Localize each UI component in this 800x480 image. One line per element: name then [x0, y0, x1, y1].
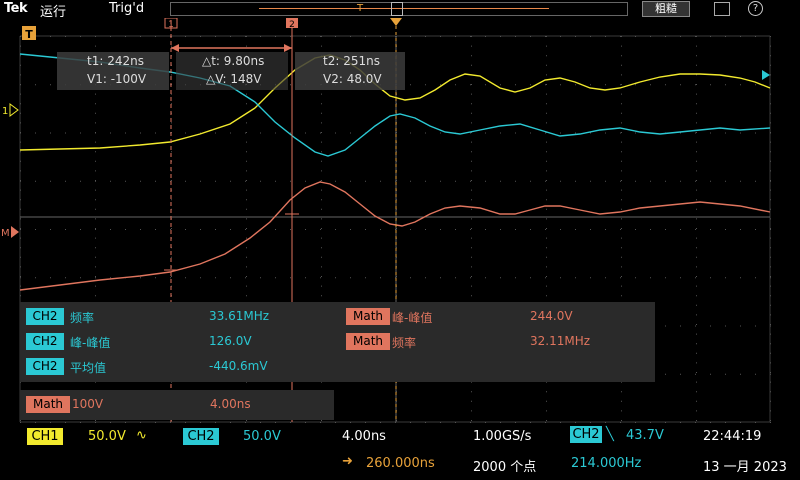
trigger-marker-box[interactable]: [22, 26, 36, 40]
math-meas-value: 244.0V: [530, 309, 573, 323]
cursor-delta-voltage: △V: 148V: [206, 72, 262, 86]
cursor-a-time: t1: 242ns: [87, 54, 144, 68]
math-meas-name: 频率: [392, 336, 417, 350]
cursor-b-time: t2: 251ns: [323, 54, 380, 68]
record-range-line: [259, 8, 549, 9]
math-definition-panel: Math 100V 4.00ns: [20, 390, 334, 420]
math-scale: 100V: [72, 397, 104, 411]
math-timebase: 4.00ns: [210, 397, 251, 411]
cursor-a-handle-label: 1: [168, 20, 174, 30]
math-meas-name: 峰-峰值: [392, 311, 433, 325]
meas-source-tag: CH2: [26, 358, 64, 375]
trigger-slope-icon: ╲: [606, 427, 614, 442]
cursor-b-readout: t2: 251ns V2: 48.0V: [295, 52, 405, 90]
cursor-delta-time: △t: 9.80ns: [202, 54, 265, 68]
ch1-waveform: [19, 54, 771, 151]
meas-name: 频率: [70, 311, 95, 325]
bottom-status-bar: CH1 50.0V ∿ CH2 50.0V 4.00ns ➜ 260.000ns…: [0, 424, 800, 480]
record-length: 2000 个点: [473, 460, 537, 475]
trigger-level-marker[interactable]: [762, 70, 770, 80]
cursor-a-voltage: V1: -100V: [87, 72, 147, 86]
delta-arrow-left: [171, 44, 179, 52]
horizontal-delay[interactable]: 260.000ns: [366, 456, 435, 471]
trigger-level[interactable]: 43.7V: [626, 428, 664, 443]
math-meas-source-tag: Math: [346, 308, 390, 325]
cursor-b-voltage: V2: 48.0V: [323, 72, 382, 86]
fine-coarse-button[interactable]: 粗糙: [642, 1, 690, 17]
ch1-coupling-icon: ∿: [136, 428, 147, 443]
meas-name: 峰-峰值: [70, 336, 111, 350]
math-meas-source-tag: Math: [346, 333, 390, 350]
cursor-b-handle[interactable]: [286, 18, 298, 28]
ch1-tag[interactable]: CH1: [27, 428, 63, 445]
trigger-marker-label: T: [25, 28, 33, 41]
timebase[interactable]: 4.00ns: [342, 429, 386, 444]
export-icon[interactable]: [714, 2, 730, 16]
record-view-bar[interactable]: T: [170, 2, 628, 16]
run-status[interactable]: 运行: [40, 5, 67, 20]
trigger-status: Trig'd: [109, 1, 145, 16]
status-bar: Tek 运行 Trig'd T 粗糙 ?: [0, 0, 800, 20]
cursor-a-handle[interactable]: [164, 18, 178, 29]
trigger-frequency: 214.000Hz: [571, 456, 642, 471]
help-icon[interactable]: ?: [748, 1, 763, 16]
trigger-position-marker[interactable]: [390, 18, 402, 26]
cursor-delta-readout: △t: 9.80ns △V: 148V: [176, 52, 288, 90]
ch1-level-label: 1: [2, 106, 8, 117]
math-level-marker[interactable]: [11, 226, 19, 238]
measurement-panel: CH2 频率 33.61MHz CH2 峰-峰值 126.0V CH2 平均值 …: [20, 302, 655, 382]
trigger-source-tag[interactable]: CH2: [570, 426, 602, 443]
ch1-level-marker[interactable]: [9, 103, 19, 117]
record-trigger-marker: T: [357, 3, 364, 14]
clock-date: 13 一月 2023: [703, 460, 787, 475]
math-level-label: M: [1, 228, 10, 239]
meas-value: 33.61MHz: [209, 309, 270, 323]
record-window[interactable]: [391, 2, 403, 16]
clock-time: 22:44:19: [703, 429, 762, 444]
meas-value: 126.0V: [209, 334, 252, 348]
math-source-tag[interactable]: Math: [26, 396, 70, 413]
cursor-a-readout: t1: 242ns V1: -100V: [57, 52, 169, 90]
ch2-scale[interactable]: 50.0V: [243, 429, 281, 444]
meas-source-tag: CH2: [26, 333, 64, 350]
meas-name: 平均值: [70, 361, 107, 375]
math-waveform: [19, 181, 771, 291]
delta-arrow-right: [284, 44, 292, 52]
sample-rate: 1.00GS/s: [473, 429, 532, 444]
ch1-scale[interactable]: 50.0V: [88, 429, 126, 444]
brand-logo: Tek: [4, 1, 28, 16]
ch2-tag[interactable]: CH2: [183, 428, 219, 445]
cursor-b-handle-label: 2: [289, 20, 295, 30]
delay-arrow-icon: ➜: [342, 454, 353, 469]
meas-value: -440.6mV: [209, 359, 268, 373]
meas-source-tag: CH2: [26, 308, 64, 325]
math-meas-value: 32.11MHz: [530, 334, 591, 348]
